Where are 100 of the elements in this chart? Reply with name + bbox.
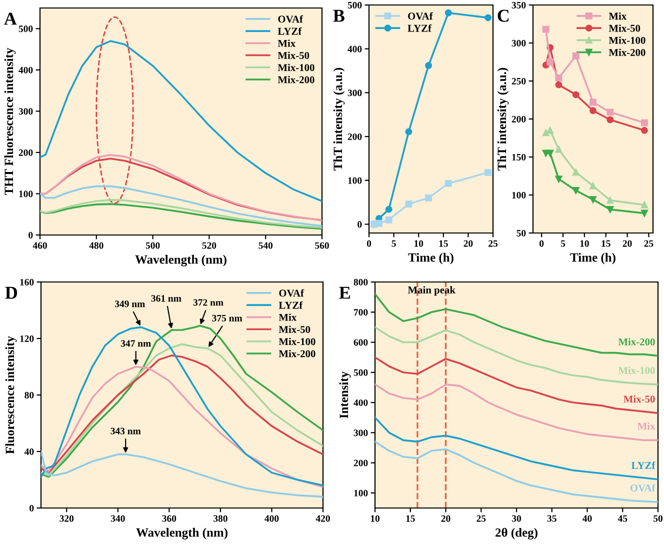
x-tick-label: 400: [264, 515, 279, 522]
x-tick-label: 420: [316, 515, 330, 522]
x-tick-label: 20: [622, 240, 632, 247]
x-tick-label: 520: [202, 242, 216, 249]
x-axis-title: Wavelength (nm): [136, 528, 228, 540]
legend-label: Mix-100: [278, 64, 314, 72]
legend-label: Mix: [278, 314, 297, 321]
y-axis-title: Intensity: [339, 372, 351, 418]
annotation: 372 nm: [193, 299, 224, 306]
legend-label: LYZf: [408, 24, 432, 32]
annotation: 361 nm: [151, 295, 182, 302]
x-axis-title: Wavelength (nm): [135, 254, 226, 266]
legend-label: LYZf: [278, 301, 303, 309]
y-tick-label: 300: [348, 90, 362, 96]
legend-label: Mix-50: [278, 52, 310, 60]
y-tick-label: 100: [348, 177, 362, 184]
y-tick-label: 200: [18, 149, 33, 156]
legend-label: LYZf: [278, 27, 302, 35]
x-axis-title: Time (h): [408, 252, 454, 264]
chart-title: E: [339, 286, 350, 299]
y-tick-label: 200: [348, 133, 362, 140]
y-tick-label: 160: [20, 278, 34, 286]
legend-label: Mix-100: [278, 338, 316, 346]
y-tick-label: 700: [354, 309, 368, 316]
legend-label: Mix-50: [278, 326, 310, 334]
x-tick-label: 15: [406, 515, 415, 522]
x-tick-label: 460: [32, 242, 47, 249]
y-tick-label: 350: [512, 2, 526, 8]
x-tick-label: 25: [488, 240, 498, 247]
annotation: 349 nm: [114, 300, 145, 308]
x-tick-label: 360: [162, 515, 176, 522]
y-tick-label: 40: [24, 448, 34, 455]
annotation: 375 nm: [212, 314, 242, 322]
y-tick-label: 200: [512, 116, 526, 122]
x-tick-label: 50: [654, 515, 662, 522]
y-tick-label: 100: [354, 490, 368, 496]
x-tick-label: 5: [560, 240, 566, 247]
x-tick-label: 320: [60, 515, 74, 522]
y-tick-label: 600: [354, 339, 368, 346]
annotation: 343 nm: [110, 428, 141, 434]
legend-label: Mix-200: [608, 48, 646, 56]
y-tick-label: 300: [354, 430, 368, 436]
y-tick-label: 300: [512, 40, 526, 46]
x-tick-label: 560: [315, 242, 329, 249]
legend-label: Mix-200: [278, 76, 314, 84]
x-tick-label: 40: [582, 515, 592, 522]
y-tick-label: 150: [512, 154, 526, 160]
x-tick-label: 20: [464, 240, 473, 247]
series-label: Mix-200: [618, 338, 655, 346]
y-axis-title: ThT intensity (a.u.): [497, 68, 509, 170]
y-tick-label: 100: [512, 192, 526, 198]
x-tick-label: 340: [110, 515, 125, 522]
y-tick-label: 800: [354, 278, 368, 286]
annotation: 347 nm: [120, 340, 151, 347]
x-axis-title: Time (h): [570, 252, 616, 264]
legend-label: Mix-50: [608, 24, 640, 32]
y-tick-label: 100: [19, 190, 33, 198]
x-tick-label: 15: [439, 240, 448, 247]
series-label: LYZf: [631, 461, 656, 469]
y-tick-label: 500: [18, 26, 33, 32]
x-tick-label: 540: [258, 242, 273, 249]
x-tick-label: 45: [618, 515, 628, 522]
x-tick-label: 10: [580, 240, 589, 247]
x-tick-label: 5: [392, 240, 396, 247]
y-tick-label: 250: [512, 78, 526, 84]
chart-title: A: [4, 12, 17, 25]
x-tick-label: 30: [512, 515, 521, 522]
legend-label: Mix-100: [608, 36, 646, 44]
x-tick-label: 0: [540, 240, 544, 247]
y-tick-label: 400: [18, 66, 33, 74]
x-tick-label: 10: [414, 240, 424, 247]
x-tick-label: 20: [441, 515, 450, 522]
legend-label: Mix: [608, 12, 627, 20]
legend-label: OVAf: [278, 15, 304, 23]
x-tick-label: 35: [547, 515, 556, 522]
x-tick-label: 500: [146, 242, 160, 249]
legend-label: Mix-200: [278, 350, 316, 358]
legend-label: Mix: [278, 40, 296, 47]
x-axis-title: 2θ (deg): [496, 528, 538, 540]
series-label: Mix-100: [618, 366, 655, 374]
legend-label: OVAf: [279, 289, 304, 297]
chart-title: C: [498, 10, 509, 22]
y-axis-title: ThT intensity (a.u.): [333, 68, 345, 170]
y-tick-label: 300: [18, 108, 33, 115]
chart-title: B: [333, 10, 344, 22]
legend-label: OVAf: [408, 12, 433, 20]
y-tick-label: 500: [348, 2, 362, 8]
series-label: Mix: [637, 422, 656, 430]
x-tick-label: 10: [370, 515, 380, 522]
y-tick-label: 0: [358, 221, 362, 228]
series-label: OVAf: [630, 484, 656, 492]
y-tick-label: 50: [516, 230, 526, 236]
annotation: Main peak: [408, 286, 456, 296]
y-axis-title: Fluorescence intensity: [5, 336, 17, 454]
x-tick-label: 15: [602, 240, 610, 247]
x-tick-label: 25: [476, 515, 486, 522]
chart-title: D: [5, 286, 18, 299]
y-tick-label: 80: [24, 392, 34, 398]
y-tick-label: 0: [30, 504, 34, 512]
y-tick-label: 400: [348, 46, 362, 52]
